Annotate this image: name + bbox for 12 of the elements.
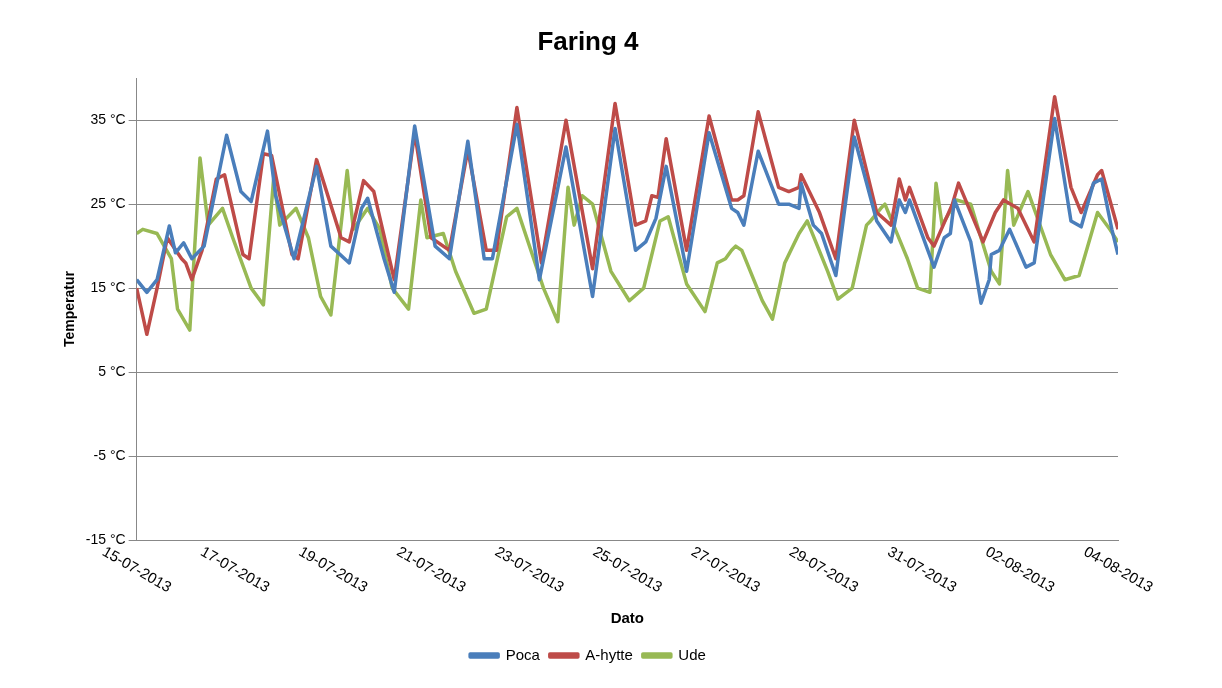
x-axis-title: Dato [610,609,644,627]
y-tick-label: -15 °C [85,530,126,547]
y-tick-label: 5 °C [98,362,126,379]
y-tick-label: 15 °C [90,278,126,295]
legend-label: Ude [678,645,706,663]
legend-label: Poca [505,645,541,663]
y-axis-title: Temperatur [61,270,78,348]
chart-title: Faring 4 [537,25,640,56]
y-tick-label: 25 °C [90,195,126,211]
y-tick-label: 35 °C [90,111,126,128]
legend-label: A-hytte [585,645,633,663]
y-tick-label: -5 °C [93,446,126,463]
